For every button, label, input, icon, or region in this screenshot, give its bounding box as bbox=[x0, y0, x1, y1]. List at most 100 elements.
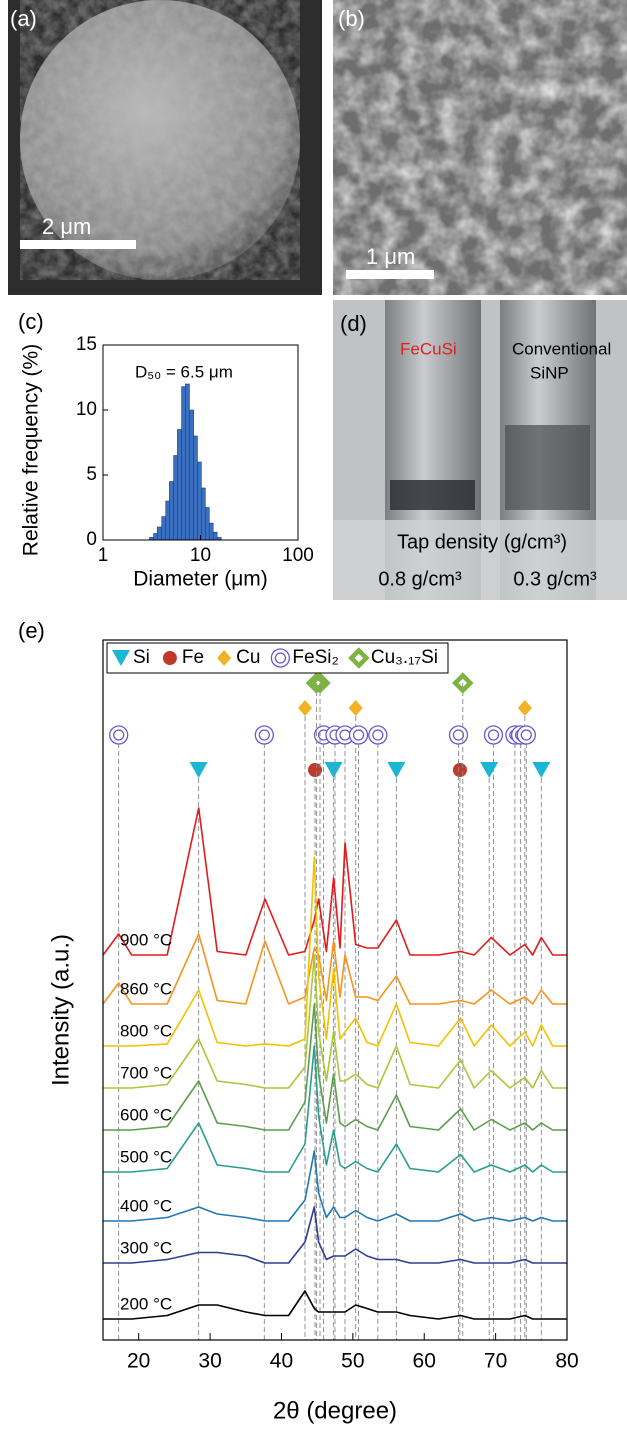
x-tick-label: 1 bbox=[98, 545, 109, 566]
marker-inner bbox=[258, 729, 270, 741]
marker-inner bbox=[487, 729, 500, 741]
panel-label: (d) bbox=[340, 311, 367, 336]
marker bbox=[217, 650, 232, 666]
marker bbox=[254, 725, 274, 745]
bar bbox=[208, 522, 214, 541]
marker bbox=[348, 700, 363, 716]
tap-density-value: 0.8 g/cm³ bbox=[378, 568, 462, 590]
scale-bar bbox=[20, 240, 136, 249]
particle-texture bbox=[20, 0, 300, 280]
series-line bbox=[103, 1290, 567, 1320]
powder bbox=[505, 425, 590, 510]
panel-a: 2 μm (a) bbox=[8, 0, 322, 295]
sample-label: Conventional bbox=[512, 339, 611, 358]
marker bbox=[112, 650, 130, 666]
marker-inner bbox=[520, 729, 532, 741]
marker bbox=[270, 648, 291, 668]
sem-texture bbox=[333, 0, 627, 295]
panel-d: FeCuSi Conventional SiNP Tap density (g/… bbox=[333, 300, 627, 600]
marker bbox=[109, 725, 129, 745]
y-axis-label: Intensity (a.u.) bbox=[47, 934, 74, 1086]
x-tick-label: 70 bbox=[484, 1350, 507, 1373]
bar bbox=[185, 383, 190, 541]
series-label: 300 °C bbox=[120, 1238, 172, 1257]
x-tick-label: 30 bbox=[198, 1350, 221, 1373]
legend-label: Fe bbox=[182, 647, 204, 668]
x-tick-label: 10 bbox=[190, 545, 211, 566]
panel-b: 1 μm (b) bbox=[333, 0, 627, 295]
x-tick-label: 50 bbox=[341, 1350, 364, 1373]
panel-label: (e) bbox=[18, 618, 45, 643]
bar bbox=[165, 500, 170, 541]
marker bbox=[298, 700, 313, 716]
series-line bbox=[103, 1003, 567, 1131]
marker bbox=[308, 763, 323, 777]
marker-inner bbox=[372, 729, 384, 741]
plot-frame bbox=[102, 639, 568, 1341]
series-line bbox=[103, 1206, 567, 1264]
marker bbox=[348, 647, 370, 669]
series-label: 200 °C bbox=[120, 1294, 172, 1313]
x-axis-label: Diameter (μm) bbox=[133, 568, 268, 591]
series-label: 700 °C bbox=[120, 1063, 172, 1082]
bar bbox=[173, 455, 178, 541]
x-tick-label: 40 bbox=[270, 1350, 293, 1373]
series-label: 400 °C bbox=[120, 1196, 172, 1215]
series-line bbox=[102, 933, 567, 1005]
series-line bbox=[102, 807, 567, 956]
marker-inner bbox=[352, 729, 365, 741]
annotation: D₅₀ = 6.5 μm bbox=[135, 362, 233, 381]
marker bbox=[162, 651, 177, 665]
scale-label: 1 μm bbox=[366, 244, 415, 269]
bar bbox=[193, 435, 198, 541]
sample-label: FeCuSi bbox=[400, 339, 457, 358]
marker-inner bbox=[452, 729, 465, 741]
y-tick-label: 0 bbox=[86, 529, 97, 550]
marker-inner bbox=[274, 652, 287, 664]
series-label: 500 °C bbox=[120, 1147, 172, 1166]
scale-label: 2 μm bbox=[42, 214, 91, 239]
legend-label: FeSi₂ bbox=[292, 647, 338, 668]
x-tick-label: 80 bbox=[555, 1350, 578, 1373]
legend-label: Cu bbox=[236, 647, 260, 668]
bar bbox=[201, 487, 206, 541]
marker bbox=[348, 725, 369, 745]
bar bbox=[204, 507, 210, 541]
bar bbox=[153, 533, 158, 541]
marker bbox=[483, 725, 504, 745]
series-line bbox=[103, 954, 567, 1089]
y-tick-label: 15 bbox=[76, 334, 97, 355]
bar bbox=[169, 481, 174, 541]
panel-label: (a) bbox=[10, 6, 37, 31]
marker bbox=[532, 762, 551, 778]
bar bbox=[177, 429, 182, 541]
marker bbox=[448, 725, 469, 745]
series-label: 900 °C bbox=[120, 930, 172, 949]
panel-label: (b) bbox=[338, 6, 365, 31]
scale-bar bbox=[346, 270, 434, 279]
series-label: 600 °C bbox=[120, 1105, 172, 1124]
y-tick-label: 10 bbox=[76, 399, 97, 420]
series-line bbox=[103, 1045, 567, 1173]
series-line bbox=[103, 856, 567, 1047]
label-band bbox=[333, 520, 627, 600]
y-tick-label: 5 bbox=[86, 464, 97, 485]
x-tick-label: 20 bbox=[127, 1350, 150, 1373]
marker bbox=[387, 762, 406, 778]
legend-label: Si bbox=[133, 647, 150, 668]
marker bbox=[452, 672, 474, 694]
x-tick-label: 60 bbox=[413, 1350, 436, 1373]
powder bbox=[390, 480, 475, 510]
legend: Si Fe Cu FeSi₂ Cu₃.₁₇Si bbox=[106, 642, 449, 674]
bar bbox=[161, 516, 167, 541]
tap-density-title: Tap density (g/cm³) bbox=[397, 531, 567, 553]
marker bbox=[189, 762, 208, 778]
marker bbox=[368, 725, 388, 745]
tap-density-value: 0.3 g/cm³ bbox=[513, 568, 597, 590]
marker bbox=[517, 700, 532, 716]
bar bbox=[197, 461, 202, 541]
series-label: 800 °C bbox=[120, 1021, 172, 1040]
marker bbox=[516, 725, 536, 745]
legend-label: Cu₃.₁₇Si bbox=[371, 647, 438, 668]
bar bbox=[189, 409, 194, 541]
